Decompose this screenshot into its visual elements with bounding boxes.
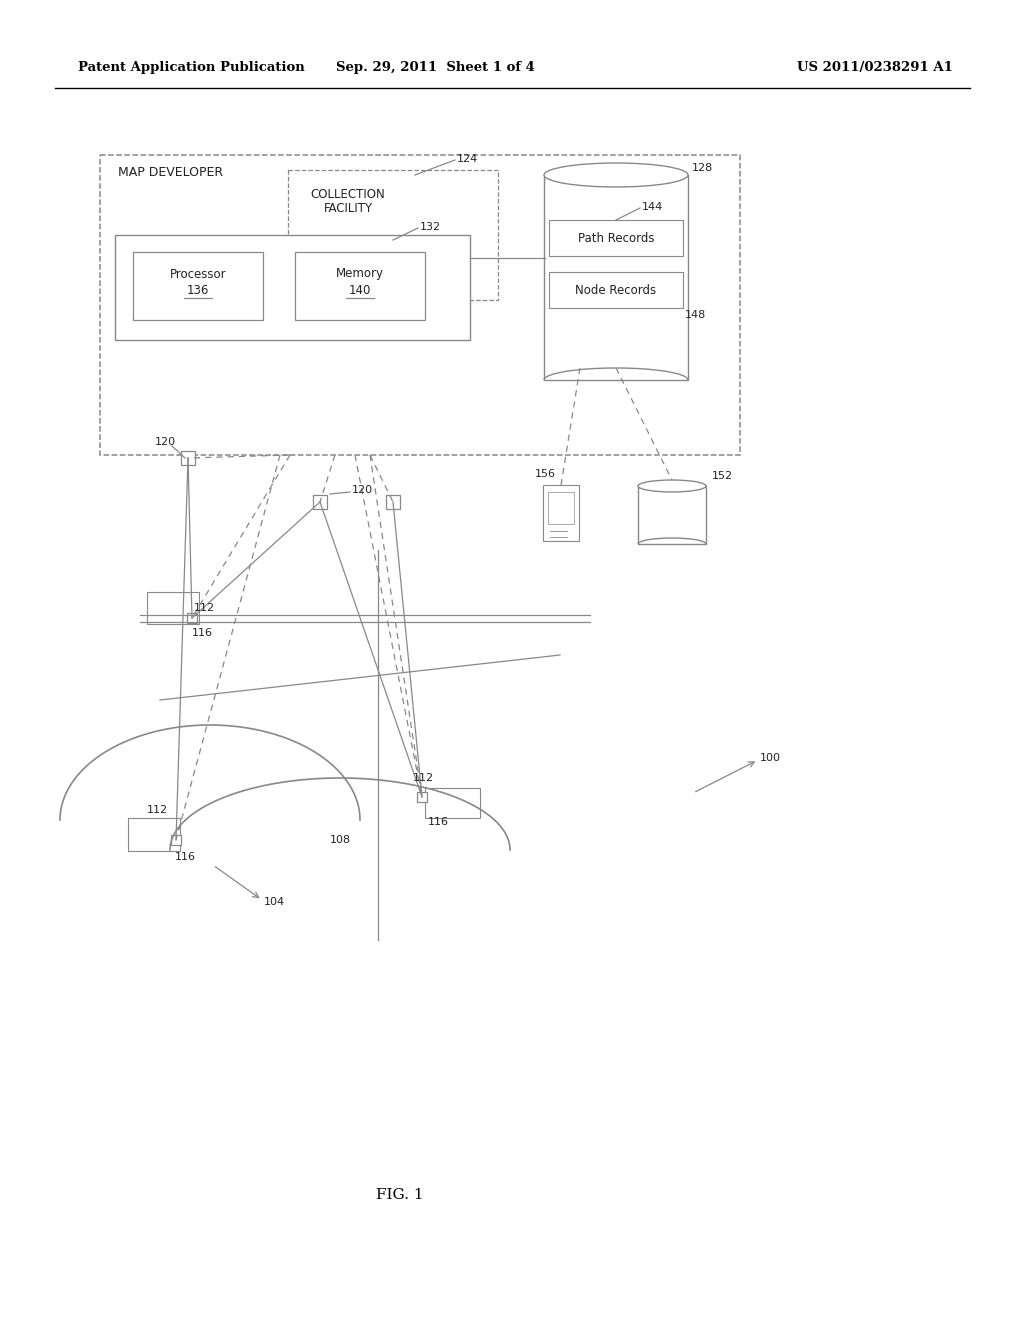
Bar <box>549 220 683 256</box>
Bar <box>128 818 180 851</box>
Text: 132: 132 <box>420 222 441 232</box>
Text: Path Records: Path Records <box>578 231 654 244</box>
Text: 156: 156 <box>535 469 556 479</box>
Text: 112: 112 <box>194 603 215 612</box>
Bar <box>313 495 327 510</box>
Text: 120: 120 <box>155 437 176 447</box>
Text: 152: 152 <box>712 471 733 480</box>
Text: 128: 128 <box>692 162 714 173</box>
Text: MAP DEVELOPER: MAP DEVELOPER <box>118 166 223 180</box>
Text: 144: 144 <box>642 202 664 213</box>
Bar <box>133 252 263 319</box>
Bar <box>425 788 480 818</box>
Text: 124: 124 <box>457 154 478 164</box>
Text: COLLECTION: COLLECTION <box>310 187 385 201</box>
Text: Memory: Memory <box>336 268 384 281</box>
Text: 112: 112 <box>413 774 434 783</box>
Bar <box>115 235 470 341</box>
Text: 136: 136 <box>186 285 209 297</box>
Bar <box>147 591 199 624</box>
Text: 108: 108 <box>330 836 351 845</box>
Text: FACILITY: FACILITY <box>324 202 373 214</box>
Text: Sep. 29, 2011  Sheet 1 of 4: Sep. 29, 2011 Sheet 1 of 4 <box>336 61 535 74</box>
Text: 116: 116 <box>193 628 213 638</box>
Text: 116: 116 <box>175 851 196 862</box>
Ellipse shape <box>544 162 688 187</box>
Text: 140: 140 <box>349 285 371 297</box>
Bar <box>417 792 427 803</box>
Ellipse shape <box>638 480 706 492</box>
Text: 100: 100 <box>760 752 781 763</box>
Bar <box>544 176 688 380</box>
Bar <box>181 451 195 465</box>
Bar <box>187 612 197 623</box>
Text: 116: 116 <box>428 817 449 828</box>
Bar <box>171 836 181 845</box>
Text: 148: 148 <box>685 310 707 319</box>
Text: 112: 112 <box>147 805 168 814</box>
Text: 120: 120 <box>352 484 373 495</box>
Text: Node Records: Node Records <box>575 284 656 297</box>
Bar <box>100 154 740 455</box>
Text: FIG. 1: FIG. 1 <box>376 1188 424 1203</box>
Bar <box>543 484 579 541</box>
Text: Patent Application Publication: Patent Application Publication <box>78 61 305 74</box>
Bar <box>549 272 683 308</box>
Bar <box>295 252 425 319</box>
Bar <box>638 486 706 544</box>
Bar <box>548 492 574 524</box>
Text: Processor: Processor <box>170 268 226 281</box>
Bar <box>288 170 498 300</box>
Text: 104: 104 <box>264 898 285 907</box>
Bar <box>386 495 400 510</box>
Text: US 2011/0238291 A1: US 2011/0238291 A1 <box>797 61 953 74</box>
